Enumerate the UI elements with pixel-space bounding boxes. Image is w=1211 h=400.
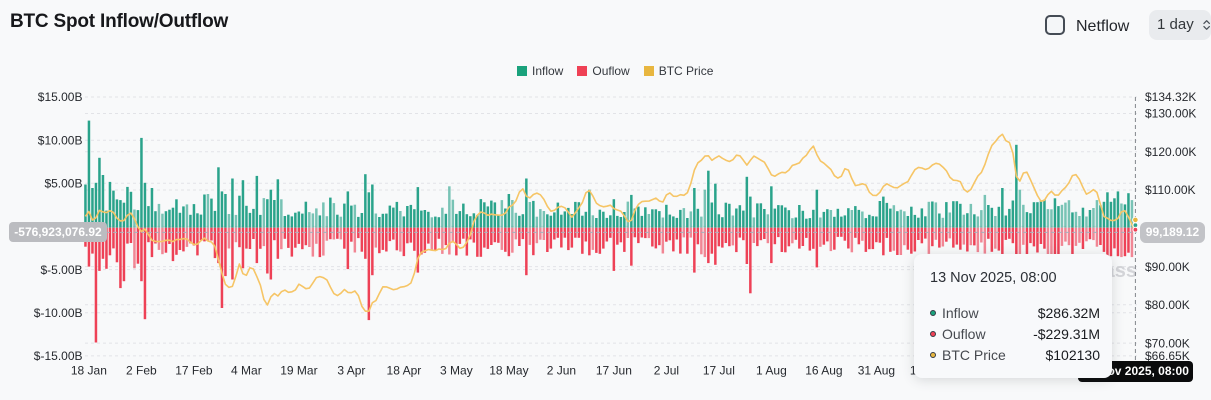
svg-text:$130.00K: $130.00K xyxy=(1145,107,1196,121)
svg-text:$66.65K: $66.65K xyxy=(1145,349,1190,363)
svg-text:17 Feb: 17 Feb xyxy=(175,364,213,378)
svg-text:$5.00B: $5.00B xyxy=(44,177,82,191)
svg-text:$80.00K: $80.00K xyxy=(1145,298,1190,312)
svg-text:3 May: 3 May xyxy=(440,364,473,378)
svg-text:17 Jun: 17 Jun xyxy=(596,364,632,378)
svg-text:4 Mar: 4 Mar xyxy=(231,364,262,378)
svg-text:$120.00K: $120.00K xyxy=(1145,145,1196,159)
svg-text:2 Jul: 2 Jul xyxy=(654,364,679,378)
svg-text:$134.32K: $134.32K xyxy=(1145,90,1196,104)
svg-text:$-5.00B: $-5.00B xyxy=(40,263,82,277)
svg-text:$70.00K: $70.00K xyxy=(1145,336,1190,350)
svg-text:31 Aug: 31 Aug xyxy=(858,364,895,378)
svg-text:$-10.00B: $-10.00B xyxy=(34,306,83,320)
svg-text:$15.00B: $15.00B xyxy=(38,90,83,104)
svg-text:2 Feb: 2 Feb xyxy=(126,364,157,378)
svg-text:18 May: 18 May xyxy=(489,364,528,378)
svg-text:3 Apr: 3 Apr xyxy=(337,364,365,378)
svg-text:$-15.00B: $-15.00B xyxy=(34,349,83,363)
svg-text:$10.00B: $10.00B xyxy=(38,133,83,147)
svg-text:17 Jul: 17 Jul xyxy=(703,364,735,378)
svg-text:1 Aug: 1 Aug xyxy=(756,364,787,378)
svg-text:$110.00K: $110.00K xyxy=(1145,183,1196,197)
svg-text:16 Aug: 16 Aug xyxy=(805,364,842,378)
svg-text:18 Jan: 18 Jan xyxy=(71,364,107,378)
svg-text:2 Jun: 2 Jun xyxy=(547,364,576,378)
svg-text:19 Mar: 19 Mar xyxy=(280,364,317,378)
svg-text:$90.00K: $90.00K xyxy=(1145,260,1190,274)
svg-text:18 Apr: 18 Apr xyxy=(387,364,422,378)
